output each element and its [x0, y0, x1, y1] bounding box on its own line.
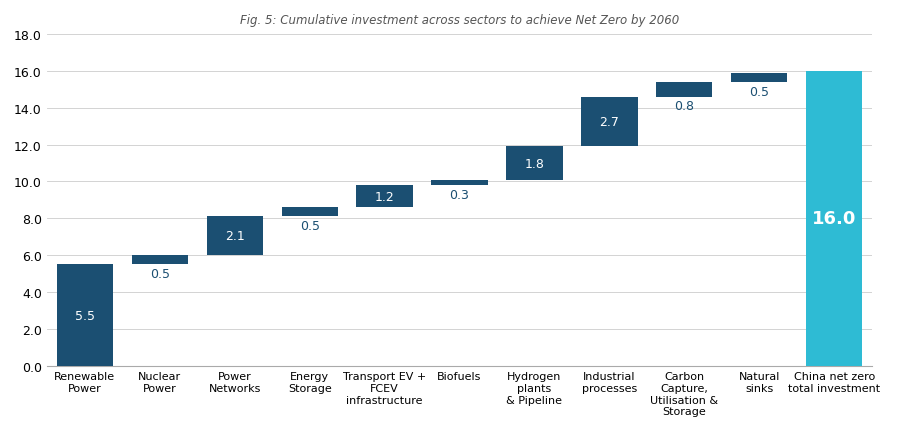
Bar: [431, 180, 488, 186]
Bar: [57, 265, 112, 366]
Bar: [207, 217, 263, 255]
Text: 2.1: 2.1: [225, 230, 245, 243]
Text: 1.8: 1.8: [525, 157, 544, 170]
Text: 0.5: 0.5: [300, 220, 319, 233]
Text: 5.5: 5.5: [75, 309, 94, 322]
Bar: [581, 98, 637, 147]
Text: 0.3: 0.3: [450, 188, 470, 201]
Text: 0.5: 0.5: [750, 86, 770, 98]
Bar: [131, 255, 188, 265]
Bar: [282, 208, 338, 217]
Bar: [356, 186, 413, 208]
Title: Fig. 5: Cumulative investment across sectors to achieve Net Zero by 2060: Fig. 5: Cumulative investment across sec…: [240, 14, 680, 27]
Bar: [507, 147, 562, 180]
Bar: [731, 74, 788, 83]
Bar: [806, 72, 862, 366]
Text: 0.8: 0.8: [674, 100, 695, 113]
Text: 2.7: 2.7: [599, 116, 619, 129]
Text: 16.0: 16.0: [812, 210, 857, 228]
Text: 0.5: 0.5: [149, 267, 170, 280]
Text: 1.2: 1.2: [374, 190, 394, 203]
Bar: [656, 83, 713, 98]
